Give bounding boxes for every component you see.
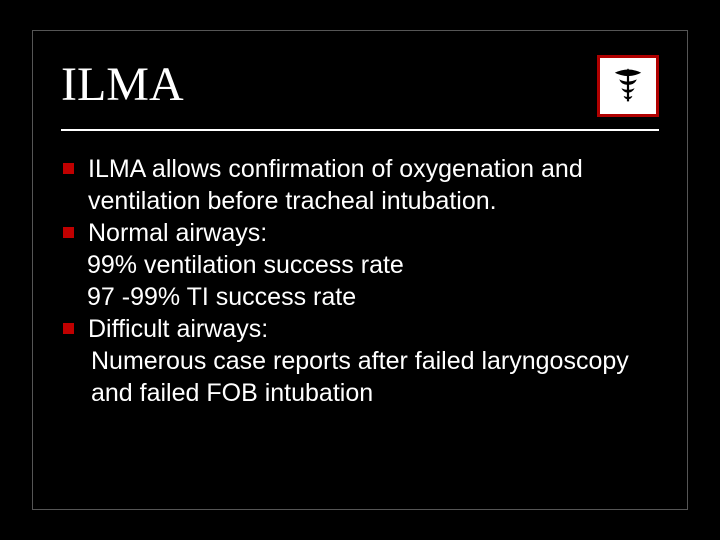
bullet-icon — [63, 227, 74, 238]
bullet-text: ILMA allows confirmation of oxygenation … — [88, 153, 659, 217]
bullet-icon — [63, 163, 74, 174]
sub-text: 97 -99% TI success rate — [87, 281, 659, 313]
bullet-item: Difficult airways: — [61, 313, 659, 345]
bullet-text: Normal airways: — [88, 217, 659, 249]
sub-text: 99% ventilation success rate — [87, 249, 659, 281]
bullet-text: Difficult airways: — [88, 313, 659, 345]
slide-title: ILMA — [61, 61, 184, 109]
bullet-item: ILMA allows confirmation of oxygenation … — [61, 153, 659, 217]
sub-item: 99% ventilation success rate — [61, 249, 659, 281]
bullet-icon — [63, 323, 74, 334]
slide-header: ILMA — [61, 61, 659, 117]
caduceus-icon — [597, 55, 659, 117]
sub-item: 97 -99% TI success rate — [61, 281, 659, 313]
slide-body: ILMA allows confirmation of oxygenation … — [61, 153, 659, 409]
sub-item: Numerous case reports after failed laryn… — [61, 345, 659, 409]
title-rule — [61, 129, 659, 131]
sub-text: Numerous case reports after failed laryn… — [91, 345, 659, 409]
bullet-item: Normal airways: — [61, 217, 659, 249]
slide-frame: ILMA ILMA allows confirmation of oxygena… — [32, 30, 688, 510]
